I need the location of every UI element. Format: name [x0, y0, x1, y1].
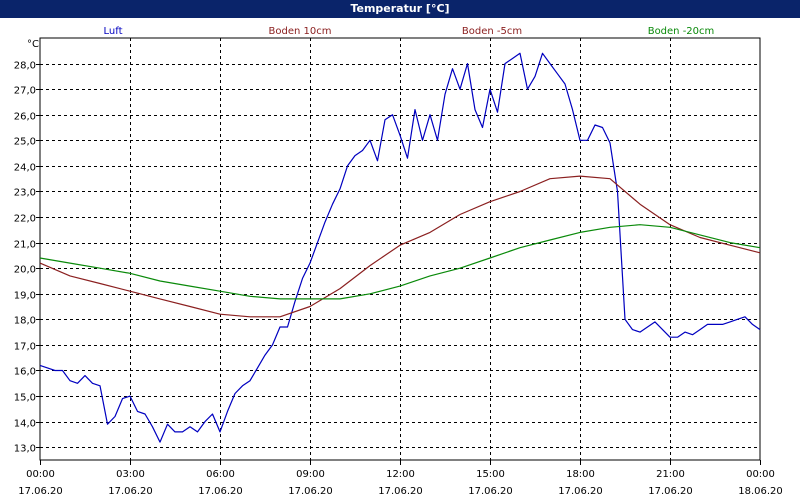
x-tick-label-date: 17.06.20 [378, 486, 423, 497]
x-tick-label-time: 06:00 [206, 469, 235, 480]
legend-entry: Boden -20cm [648, 26, 715, 37]
legend-entry: Boden 10cm [269, 26, 332, 37]
legend-entry: Boden -5cm [462, 26, 522, 37]
y-tick-label: 21,0 [14, 240, 36, 251]
x-tick-label-date: 17.06.20 [108, 486, 153, 497]
y-tick-label: 16,0 [14, 367, 36, 378]
x-tick-label-time: 00:00 [26, 469, 55, 480]
x-tick-label-date: 17.06.20 [648, 486, 693, 497]
y-tick-label: 22,0 [14, 214, 36, 225]
y-tick-label: 17,0 [14, 342, 36, 353]
series-line [39, 224, 761, 300]
temperature-chart: °C 13,0 14,0 15,0 16,0 17,0 18,0 19,0 20,0 21,0 2… [14, 26, 783, 497]
y-tick-label: 26,0 [14, 112, 36, 123]
x-tick-label-time: 18:00 [566, 469, 595, 480]
series-line [39, 175, 761, 318]
x-tick-label-time: 15:00 [476, 469, 505, 480]
x-tick-label-date: 17.06.20 [558, 486, 603, 497]
x-tick-label-time: 00:00 [746, 469, 775, 480]
x-tick-label-date: 17.06.20 [288, 486, 333, 497]
y-tick-label: 15,0 [14, 393, 36, 404]
legend-entry: Luft [104, 26, 123, 37]
x-tick-label-time: 12:00 [386, 469, 415, 480]
x-tick-label-time: 21:00 [656, 469, 685, 480]
x-tick-label-date: 17.06.20 [18, 486, 63, 497]
y-tick-label: 20,0 [14, 265, 36, 276]
y-tick-label: 23,0 [14, 188, 36, 199]
y-tick-label: 25,0 [14, 137, 36, 148]
y-tick-label: 18,0 [14, 316, 36, 327]
y-tick-label: 28,0 [14, 61, 36, 72]
y-tick-label: 14,0 [14, 419, 36, 430]
x-tick-label-date: 18.06.20 [738, 486, 783, 497]
y-tick-label: 27,0 [14, 86, 36, 97]
x-tick-label-time: 03:00 [116, 469, 145, 480]
window-title: Temperatur [°C] [0, 0, 800, 18]
x-tick-label-time: 09:00 [296, 469, 325, 480]
y-tick-label: 13,0 [14, 444, 36, 455]
series-line [39, 52, 761, 443]
y-axis-unit-label: °C [27, 39, 39, 50]
y-tick-label: 19,0 [14, 291, 36, 302]
y-tick-label: 24,0 [14, 163, 36, 174]
x-tick-label-date: 17.06.20 [198, 486, 243, 497]
x-tick-label-date: 17.06.20 [468, 486, 513, 497]
